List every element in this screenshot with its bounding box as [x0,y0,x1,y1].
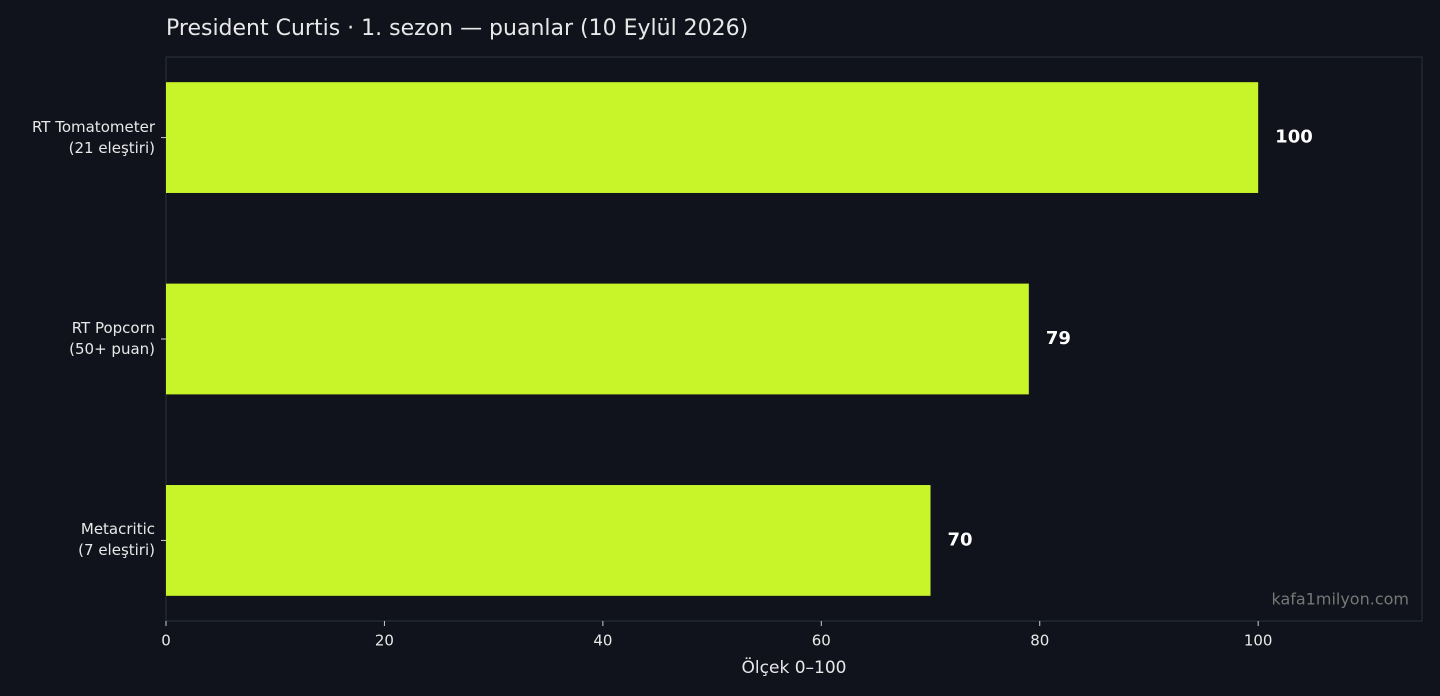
bar [166,485,931,596]
x-tick-label: 20 [375,632,394,650]
value-label: 100 [1275,127,1313,148]
value-label: 70 [948,529,973,550]
chart-title: President Curtis · 1. sezon — puanlar (1… [166,16,748,41]
y-tick-label: RT Popcorn (50+ puan) [69,319,155,358]
y-tick-label: RT Tomatometer (21 eleştiri) [31,117,155,157]
x-tick-label: 100 [1244,632,1273,650]
x-tick-label: 60 [812,632,831,650]
x-axis-label: Ölçek 0–100 [742,656,847,678]
x-tick-label: 0 [161,632,171,650]
bar [166,283,1029,395]
value-label: 79 [1046,328,1071,349]
bar [166,82,1259,193]
y-tick-label: Metacritic (7 eleştiri) [78,520,155,560]
x-tick-label: 40 [593,632,612,650]
watermark: kafa1milyon.com [1271,590,1409,609]
x-tick-label: 80 [1030,632,1049,650]
